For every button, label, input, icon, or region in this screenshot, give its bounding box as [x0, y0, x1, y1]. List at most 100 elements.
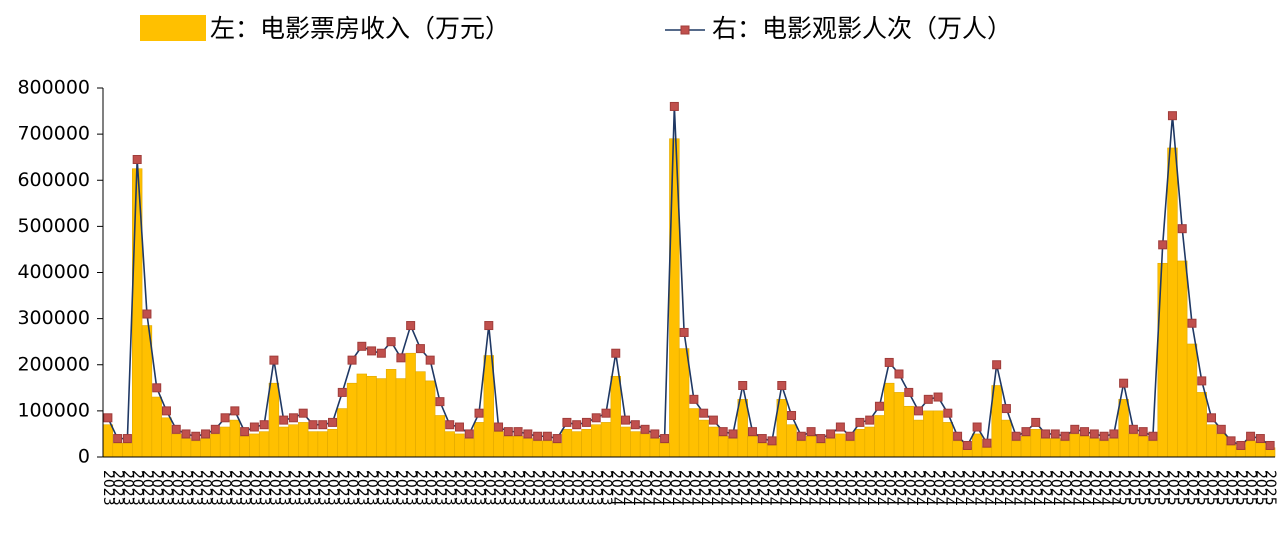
x-tick-label: 2024 [1096, 470, 1112, 506]
bar [688, 408, 700, 458]
x-tick-label: 2023 [217, 470, 233, 506]
y-tick-label: 200000 [17, 353, 90, 375]
x-tick-label: 2023 [178, 470, 194, 506]
line-marker [435, 397, 445, 407]
line-marker [103, 413, 113, 423]
bar [1098, 440, 1110, 458]
x-tick-label: 2025 [1174, 470, 1190, 506]
bar [532, 440, 543, 458]
y-tick-label: 300000 [17, 307, 90, 329]
bar [893, 392, 905, 458]
bar [405, 352, 416, 458]
bar [1137, 435, 1149, 458]
x-tick-label: 2023 [530, 470, 546, 506]
x-tick-label: 2023 [266, 470, 282, 506]
bar [415, 371, 426, 458]
line-marker [1265, 440, 1275, 450]
x-tick-label: 2025 [1125, 470, 1141, 506]
line-marker [562, 417, 572, 427]
legend-label: 右：电影观影人次（万人） [712, 14, 1012, 43]
line-marker [757, 434, 767, 444]
line-marker [777, 381, 787, 391]
line-marker [1216, 424, 1226, 434]
bar [249, 433, 260, 458]
x-tick-label: 2024 [637, 470, 653, 506]
line-marker [581, 417, 591, 427]
bar [854, 429, 866, 458]
line-marker [601, 408, 611, 418]
x-tick-label: 2024 [979, 470, 995, 506]
x-tick-label: 2023 [422, 470, 438, 506]
x-tick-label: 2023 [569, 470, 585, 506]
x-tick-label: 2025 [1243, 470, 1259, 506]
line-marker [611, 348, 621, 358]
line-marker [425, 355, 435, 365]
x-tick-label: 2023 [373, 470, 389, 506]
line-marker [279, 415, 289, 425]
line-marker [542, 431, 552, 441]
line-marker [464, 429, 474, 439]
bar [258, 431, 270, 458]
bar [493, 431, 504, 458]
bar [1216, 433, 1227, 458]
x-tick-label: 2023 [383, 470, 399, 506]
x-tick-label: 2023 [461, 470, 477, 506]
y-tick-label: 600000 [17, 169, 90, 191]
line-marker [943, 408, 953, 418]
line-marker [1050, 429, 1060, 439]
x-tick-label: 2023 [158, 470, 174, 506]
line-marker [874, 401, 884, 411]
bar [1079, 435, 1090, 458]
line-marker [376, 348, 386, 358]
bar [190, 440, 201, 458]
bar [757, 442, 768, 458]
bar [1001, 419, 1012, 458]
x-tick-label: 2025 [1184, 470, 1200, 506]
legend-swatch [140, 15, 206, 41]
line-marker [650, 429, 660, 439]
x-tick-label: 2025 [1145, 470, 1161, 506]
bar [200, 438, 211, 458]
x-tick-label: 2024 [1008, 470, 1024, 506]
line-marker [122, 434, 132, 444]
line-marker [357, 341, 367, 351]
bar [473, 422, 485, 458]
bar [1225, 443, 1237, 458]
x-tick-label: 2024 [793, 470, 809, 506]
bar [1147, 440, 1159, 458]
line-marker [1080, 427, 1090, 437]
bar [874, 415, 885, 458]
x-tick-label: 2023 [510, 470, 526, 506]
bar [298, 422, 309, 458]
y-tick-label: 800000 [17, 77, 90, 99]
line-marker [142, 309, 152, 319]
x-tick-label: 2024 [657, 470, 673, 506]
bar [942, 422, 954, 458]
line-marker [367, 346, 377, 356]
x-tick-label: 2023 [188, 470, 204, 506]
x-tick-label: 2023 [539, 470, 555, 506]
bar [639, 433, 651, 458]
line-marker [1177, 224, 1187, 234]
x-tick-label: 2024 [735, 470, 751, 506]
x-tick-label: 2024 [705, 470, 721, 506]
x-tick-label: 2025 [1223, 470, 1239, 506]
bar [522, 438, 534, 458]
bar [932, 410, 944, 458]
x-tick-label: 2024 [1057, 470, 1073, 506]
x-tick-label: 2023 [334, 470, 350, 506]
x-tick-label: 2023 [168, 470, 184, 506]
line-marker [552, 434, 562, 444]
bar [737, 399, 748, 458]
x-tick-label: 2023 [276, 470, 292, 506]
line-marker [884, 357, 894, 367]
x-tick-label: 2024 [774, 470, 790, 506]
bar [913, 419, 924, 458]
x-tick-label: 2024 [998, 470, 1014, 506]
line-marker [660, 434, 670, 444]
line-marker [787, 410, 797, 420]
x-tick-label: 2024 [940, 470, 956, 506]
bar [1020, 435, 1032, 458]
x-tick-label: 2025 [1164, 470, 1180, 506]
line-marker [347, 355, 357, 365]
